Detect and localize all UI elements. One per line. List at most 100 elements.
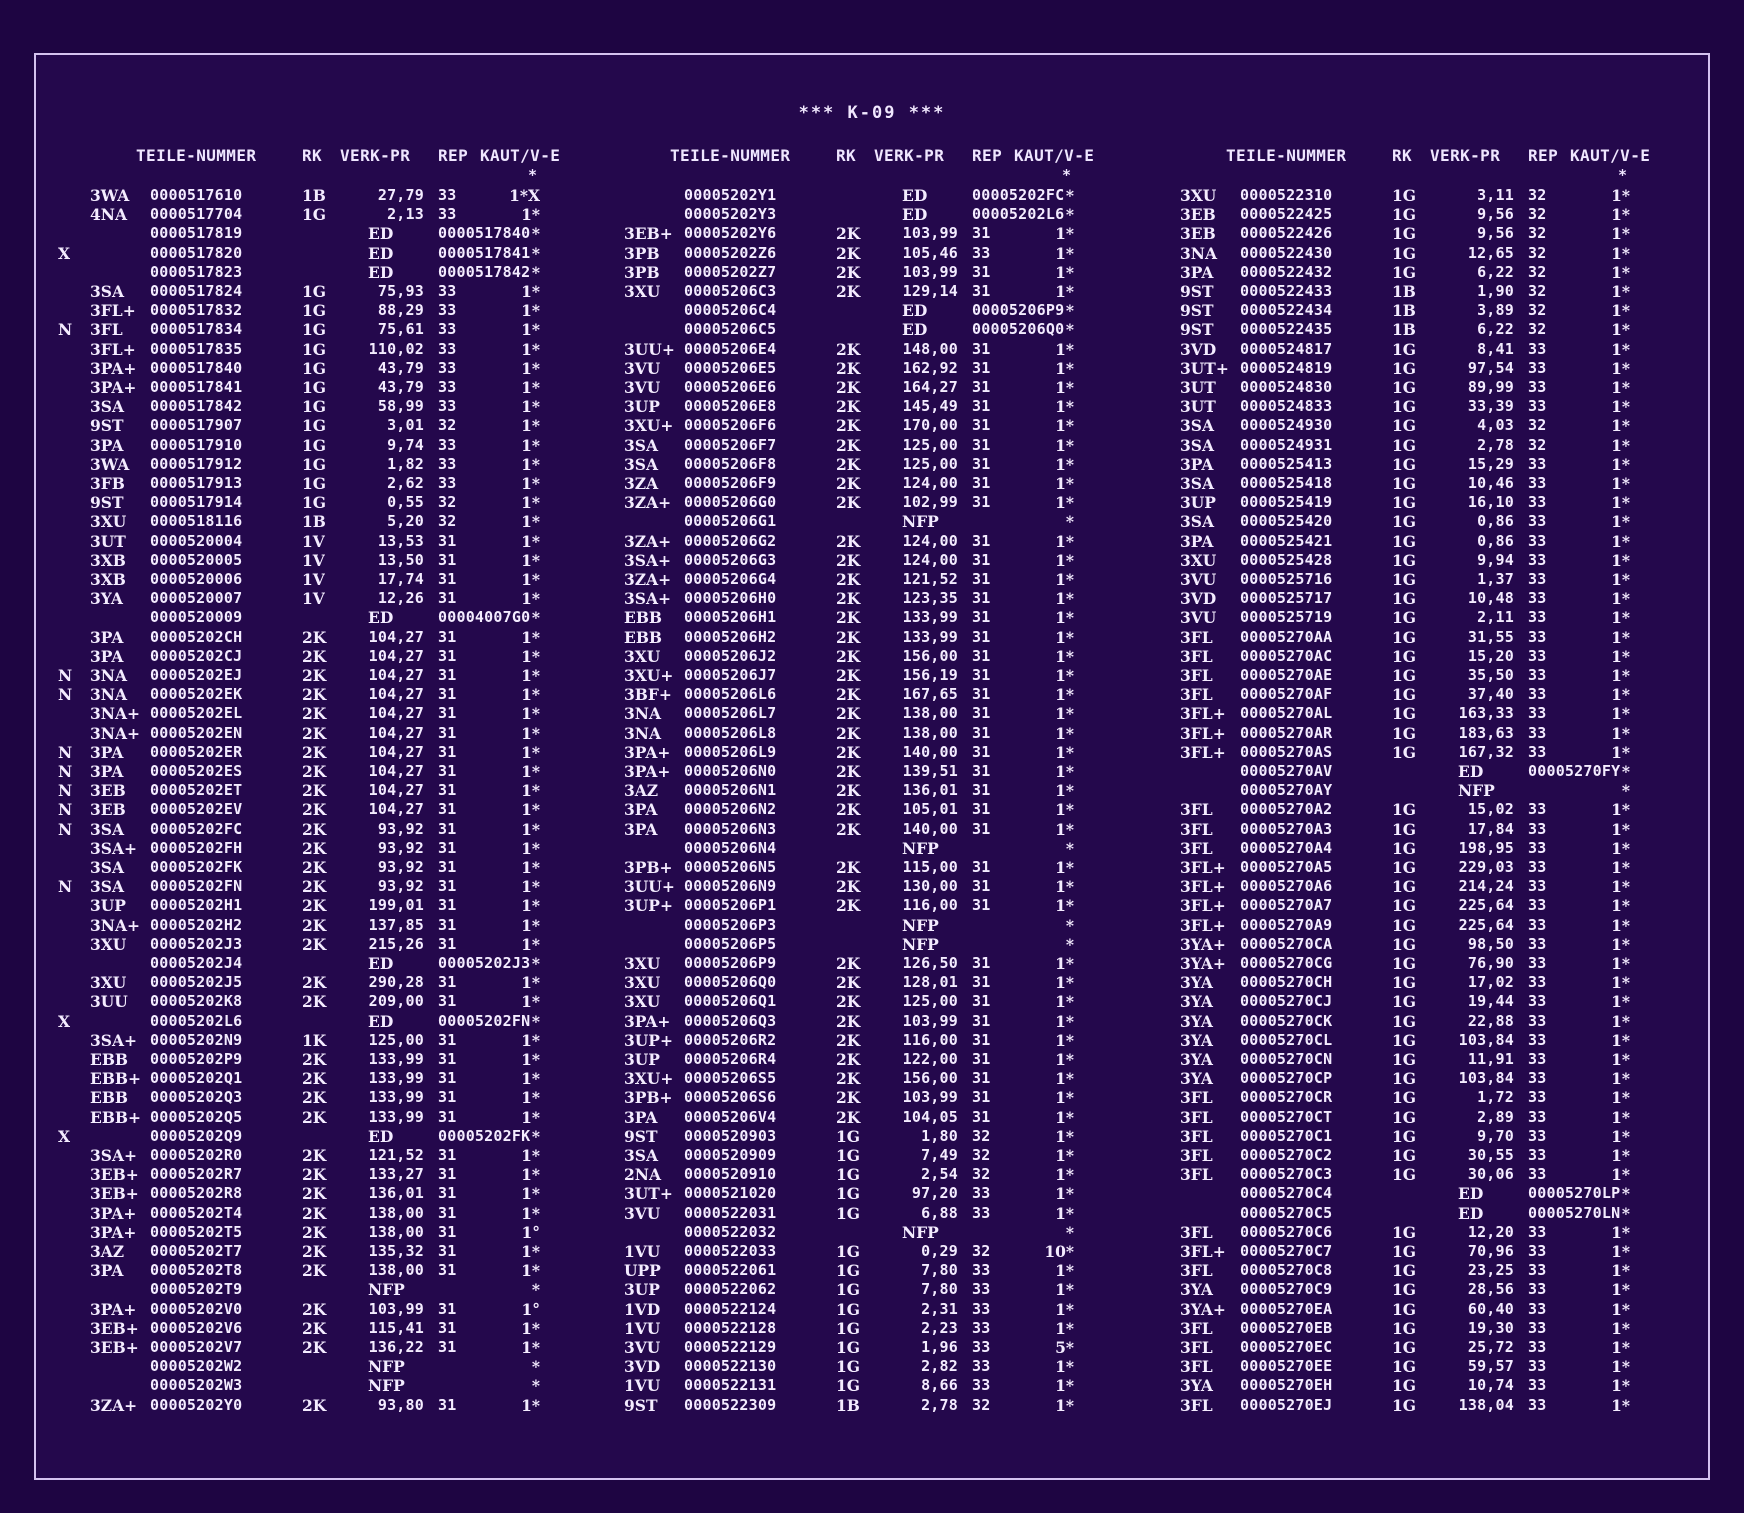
row-part-number: 00005270C4: [1240, 1184, 1333, 1203]
header-rk: RK: [836, 146, 857, 165]
row-part-number: 0000525418: [1240, 474, 1333, 492]
row-rep: 33: [1528, 493, 1547, 512]
row-marker: 1*: [521, 589, 540, 609]
row-kaut: 00005270FY: [1528, 762, 1621, 780]
row-rep: 33: [438, 339, 457, 358]
header-kaut-ve: KAUT/V-E: [480, 146, 561, 165]
row-part-number: 0000522434: [1240, 301, 1333, 320]
row-rk: 1G: [1392, 992, 1417, 1012]
row-marker: 1*: [521, 646, 540, 666]
row-rk: 1G: [1392, 915, 1417, 935]
row-rk: 2K: [302, 1261, 327, 1281]
row-group: 3FL: [1180, 666, 1213, 685]
table-row: 3SA 0000524930 1G 4,03 32 1*: [1148, 416, 1688, 435]
header-star: *: [1062, 166, 1072, 184]
row-group: 3PA: [1180, 262, 1214, 282]
row-part-number: 00005202EV: [150, 800, 243, 819]
table-row: 3UT 0000524833 1G 33,39 33 1*: [1148, 397, 1688, 416]
table-row: 3FL 00005270AC 1G 15,20 33 1*: [1148, 647, 1688, 666]
row-price: 110,02: [368, 339, 424, 358]
row-group: 3XU: [90, 512, 127, 532]
row-part-number: 00005202V7: [150, 1338, 243, 1356]
row-group: 3SA+: [90, 1030, 137, 1050]
row-price: 33,39: [1467, 397, 1514, 416]
row-part-number: 00005206F7: [684, 435, 777, 454]
table-row: 3EB+ 00005202V7 2K 136,22 31 1*: [58, 1338, 598, 1357]
row-group: 9ST: [90, 493, 124, 513]
row-rk: 1G: [1392, 205, 1417, 225]
table-row: 3PA+ 00005206Q3 2K 103,99 31 1*: [592, 1012, 1132, 1031]
row-part-number: 00005206G1: [684, 512, 777, 531]
row-part-number: 00005206L7: [684, 704, 777, 723]
header-rk: RK: [302, 146, 323, 165]
row-marker: 1*: [521, 723, 540, 743]
row-marker: 1*: [1611, 301, 1630, 321]
row-rep: 33: [438, 474, 457, 492]
row-rep: 31: [438, 1338, 457, 1356]
row-group: 3BF+: [624, 685, 672, 705]
row-part-number: 0000517704: [150, 205, 243, 224]
table-row: 3UT+ 0000524819 1G 97,54 33 1*: [1148, 359, 1688, 378]
row-rk: 1G: [836, 1242, 861, 1261]
row-status: NFP: [368, 1280, 405, 1300]
row-group: EBB: [90, 1050, 129, 1069]
row-rep: 31: [972, 1107, 991, 1126]
row-price: 25,72: [1467, 1338, 1514, 1356]
table-row: 1VU 0000522131 1G 8,66 33 1*: [592, 1376, 1132, 1395]
row-price: 125,00: [902, 435, 958, 454]
row-price: 9,70: [1477, 1126, 1514, 1145]
row-group: 3WA: [90, 186, 130, 205]
row-part-number: 0000525413: [1240, 454, 1333, 473]
row-status: ED: [902, 186, 928, 205]
row-part-number: 00005202Y3: [684, 205, 777, 224]
row-rk: 2K: [836, 992, 861, 1012]
row-part-number: 00005206H1: [684, 608, 777, 627]
row-marker: 1*: [1611, 1357, 1630, 1377]
row-group: 3SA: [1180, 512, 1215, 532]
row-status: ED: [368, 243, 394, 263]
row-price: 214,24: [1458, 877, 1514, 896]
row-part-number: 0000524833: [1240, 397, 1333, 416]
row-part-number: 00005270C7: [1240, 1242, 1333, 1260]
row-marker: 1*: [1055, 800, 1074, 820]
row-part-number: 0000517819: [150, 224, 243, 243]
row-price: 133,27: [368, 1165, 424, 1184]
row-part-number: 0000520007: [150, 589, 243, 608]
row-rk: 2K: [302, 1222, 327, 1242]
row-part-number: 0000522426: [1240, 224, 1333, 243]
row-group: 3PA+: [90, 1203, 137, 1223]
row-rep: 33: [1528, 646, 1547, 665]
row-price: 104,27: [368, 723, 424, 742]
row-flag: N: [58, 819, 73, 839]
row-rk: 2K: [836, 858, 861, 877]
row-rep: 31: [438, 723, 457, 742]
row-rep: 32: [972, 1126, 991, 1145]
table-row: X 0000517820 ED 0000517841 *: [58, 244, 598, 263]
row-group: 9ST: [624, 1126, 658, 1146]
table-row: 3FL+ 0000517835 1G 110,02 33 1*: [58, 340, 598, 359]
row-group: 3FL: [1180, 1357, 1213, 1377]
row-marker: 1*: [1611, 704, 1630, 724]
row-kaut: 00005206Q0: [972, 320, 1065, 339]
row-part-number: 0000525428: [1240, 550, 1333, 569]
row-group: 3FL: [1180, 1088, 1213, 1108]
row-rep: 33: [1528, 397, 1547, 416]
row-price: 10,48: [1467, 589, 1514, 608]
table-row: 3PA 0000525413 1G 15,29 33 1*: [1148, 455, 1688, 474]
row-rep: 31: [438, 1146, 457, 1164]
row-price: 104,27: [368, 704, 424, 723]
table-row: 3PA 00005202T8 2K 138,00 31 1*: [58, 1261, 598, 1280]
row-rep: 31: [972, 262, 991, 281]
table-row: 3PA 00005206N2 2K 105,01 31 1*: [592, 800, 1132, 819]
table-row: 3YA 0000520007 1V 12,26 31 1*: [58, 589, 598, 608]
row-group: 3UP: [90, 896, 126, 916]
row-group: 4NA: [90, 205, 127, 225]
row-marker: 1*: [1055, 493, 1074, 513]
row-price: 209,00: [368, 992, 424, 1011]
row-marker: 1*: [1611, 877, 1630, 897]
row-rk: 2K: [302, 838, 327, 858]
table-row: N 3PA 00005202ES 2K 104,27 31 1*: [58, 762, 598, 781]
row-rep: 33: [1528, 1222, 1547, 1241]
table-row: N 3NA 00005202EJ 2K 104,27 31 1*: [58, 666, 598, 685]
row-rep: 33: [1528, 627, 1547, 646]
